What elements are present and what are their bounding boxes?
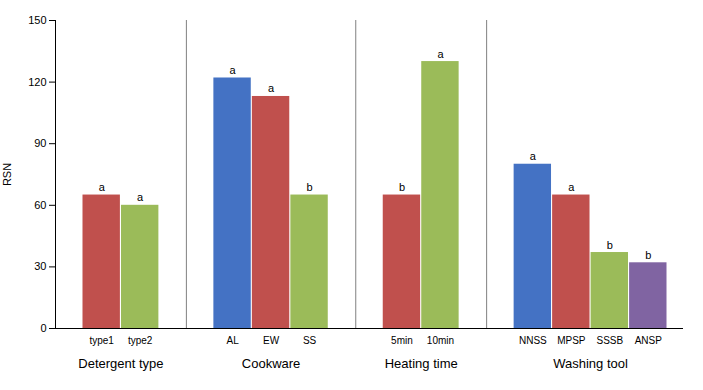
svg-text:b: b — [306, 181, 312, 193]
svg-text:30: 30 — [34, 260, 46, 272]
svg-text:0: 0 — [40, 322, 46, 334]
svg-text:a: a — [437, 48, 444, 60]
svg-text:a: a — [530, 150, 537, 162]
svg-text:SS: SS — [303, 335, 317, 346]
svg-text:type1: type1 — [89, 335, 114, 346]
svg-text:b: b — [607, 239, 613, 251]
svg-text:a: a — [268, 82, 275, 94]
svg-text:b: b — [645, 249, 651, 261]
svg-text:ANSP: ANSP — [635, 335, 663, 346]
svg-text:Heating time: Heating time — [385, 356, 458, 371]
svg-text:a: a — [568, 181, 575, 193]
svg-text:60: 60 — [34, 199, 46, 211]
svg-text:Detergent type: Detergent type — [78, 356, 163, 371]
svg-text:EW: EW — [263, 335, 280, 346]
svg-text:a: a — [137, 191, 144, 203]
svg-text:a: a — [99, 181, 106, 193]
svg-text:Cookware: Cookware — [242, 356, 301, 371]
svg-text:NNSS: NNSS — [519, 335, 547, 346]
svg-text:Washing tool: Washing tool — [553, 356, 628, 371]
svg-text:SSSB: SSSB — [596, 335, 623, 346]
svg-text:b: b — [399, 181, 405, 193]
svg-text:90: 90 — [34, 137, 46, 149]
svg-text:5min: 5min — [391, 335, 413, 346]
svg-text:150: 150 — [28, 14, 46, 26]
svg-text:120: 120 — [28, 76, 46, 88]
svg-text:a: a — [230, 64, 237, 76]
svg-text:type2: type2 — [128, 335, 153, 346]
svg-text:10min: 10min — [427, 335, 454, 346]
svg-text:RSN: RSN — [1, 163, 13, 186]
svg-text:MPSP: MPSP — [557, 335, 586, 346]
svg-text:AL: AL — [226, 335, 239, 346]
